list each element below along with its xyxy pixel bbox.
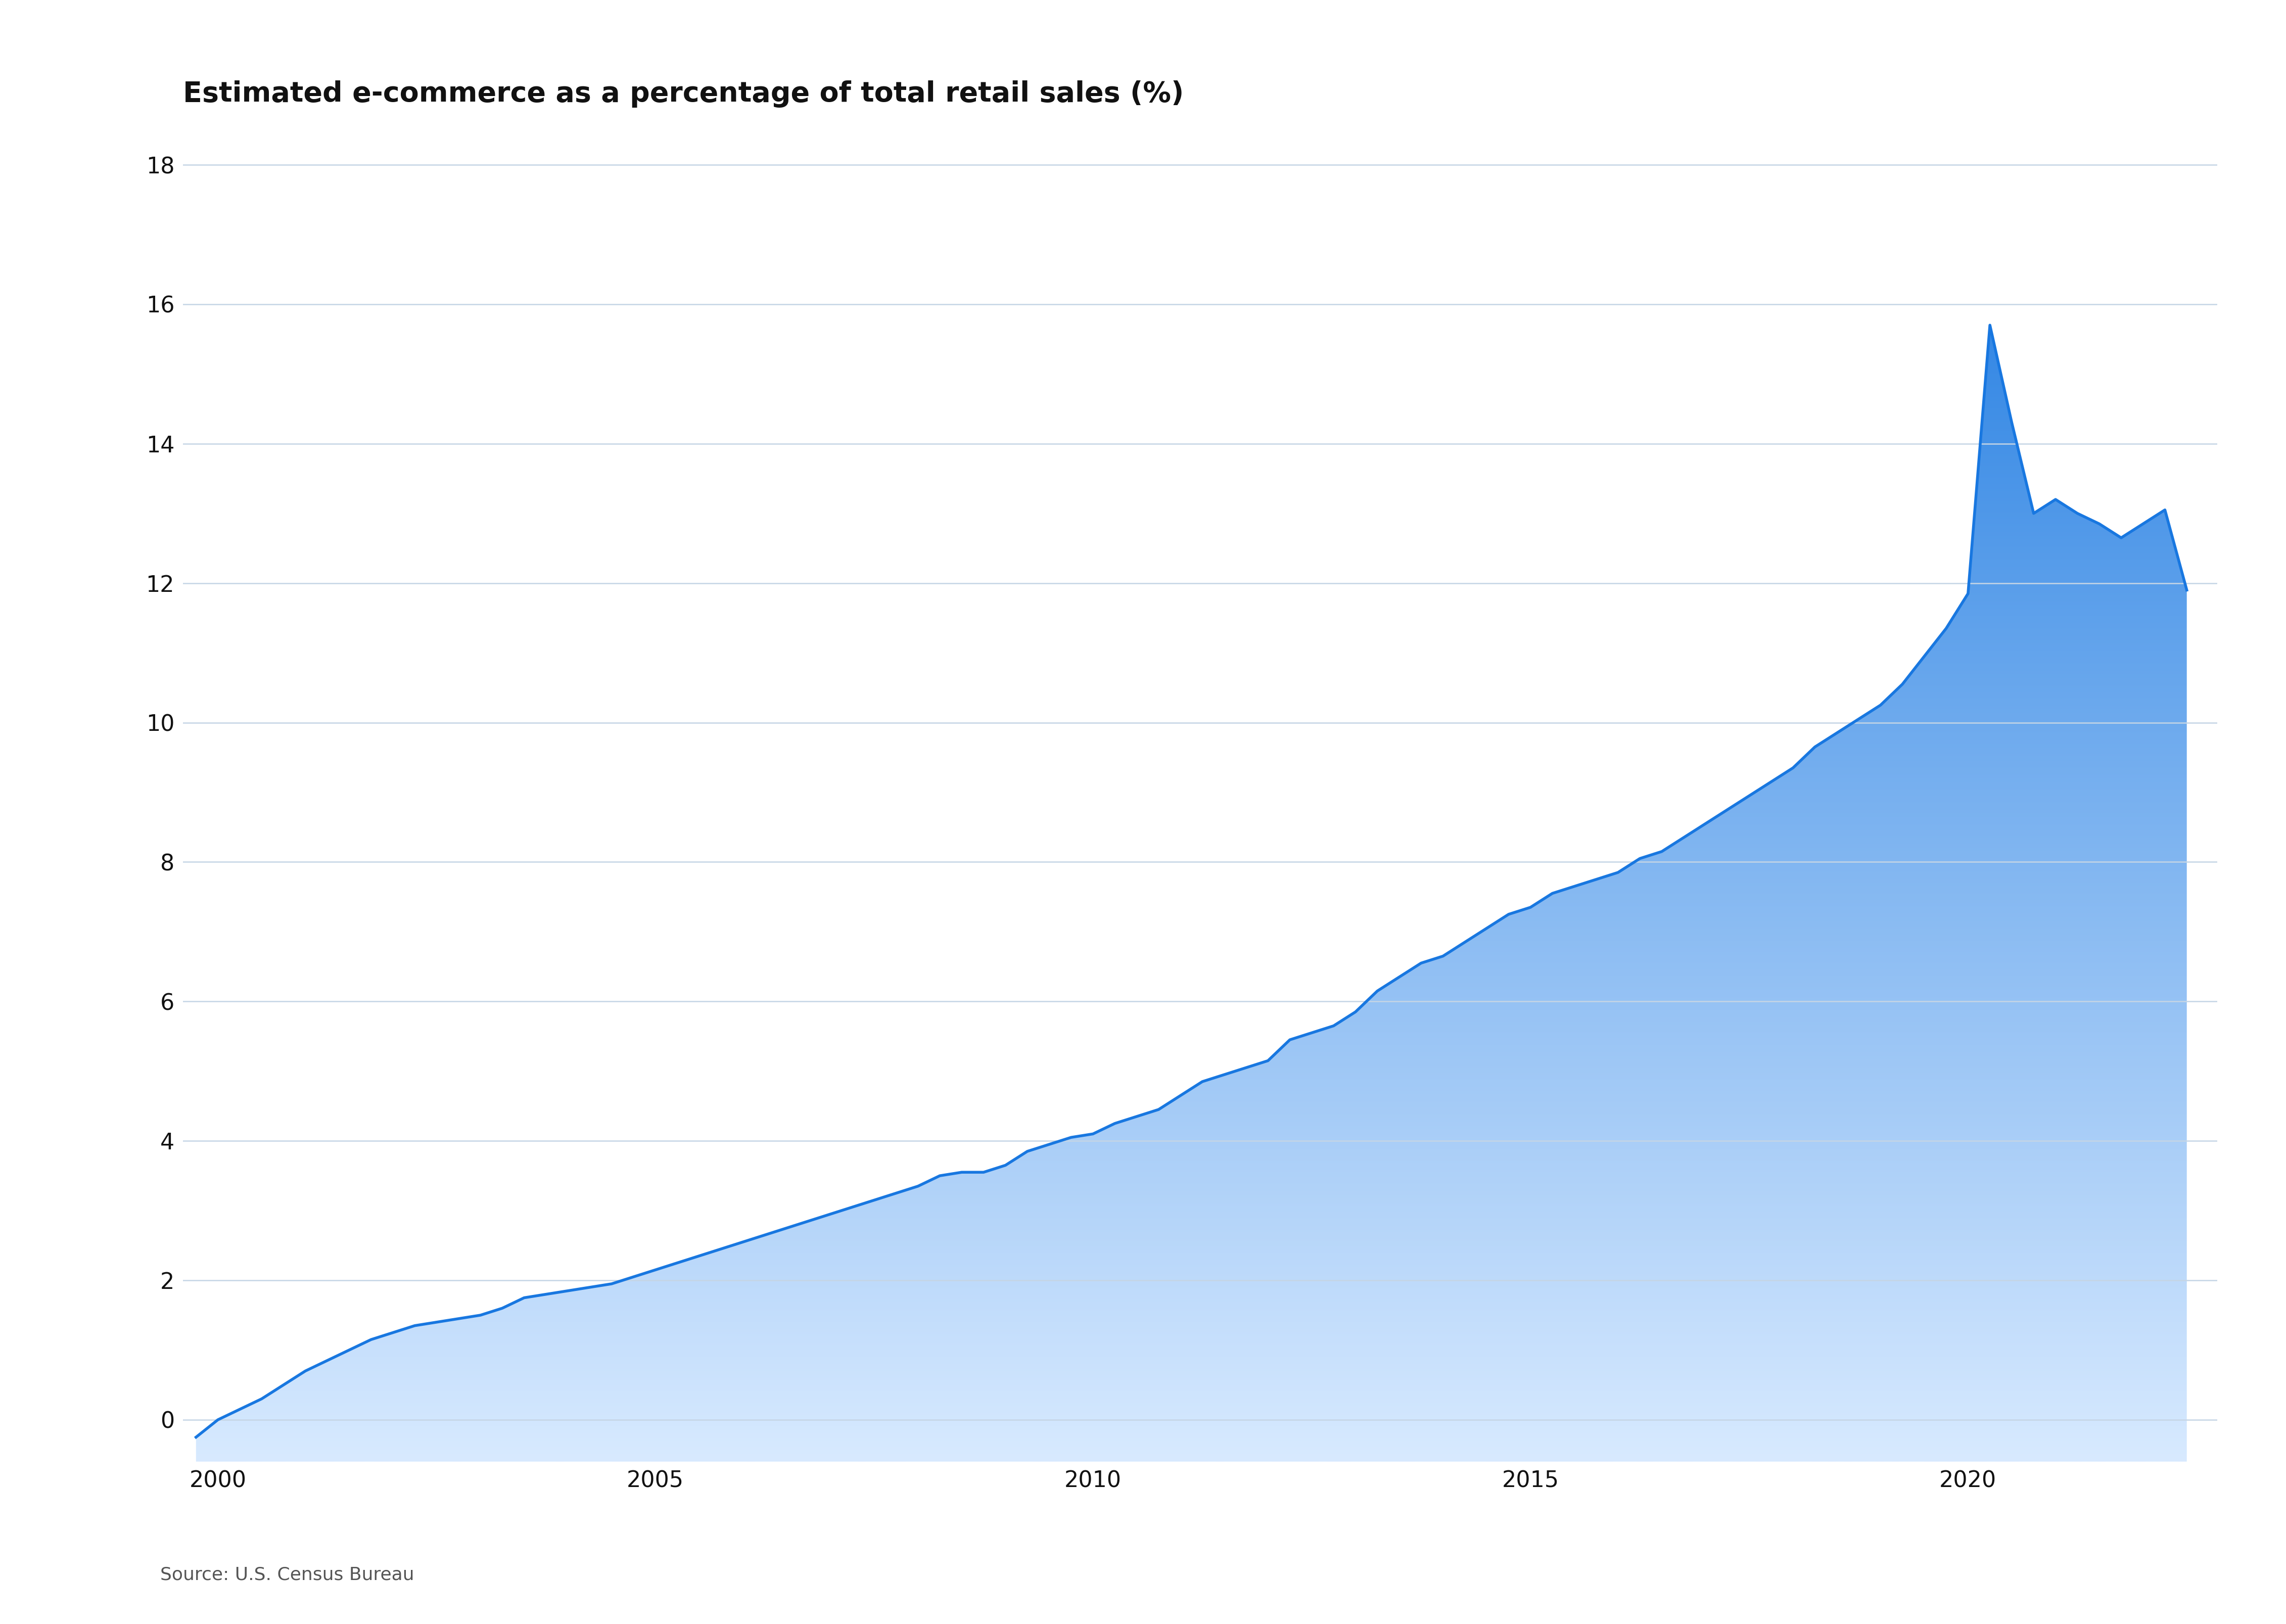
- Text: Estimated e-commerce as a percentage of total retail sales (%): Estimated e-commerce as a percentage of …: [183, 81, 1184, 107]
- Text: Source: U.S. Census Bureau: Source: U.S. Census Bureau: [160, 1566, 414, 1583]
